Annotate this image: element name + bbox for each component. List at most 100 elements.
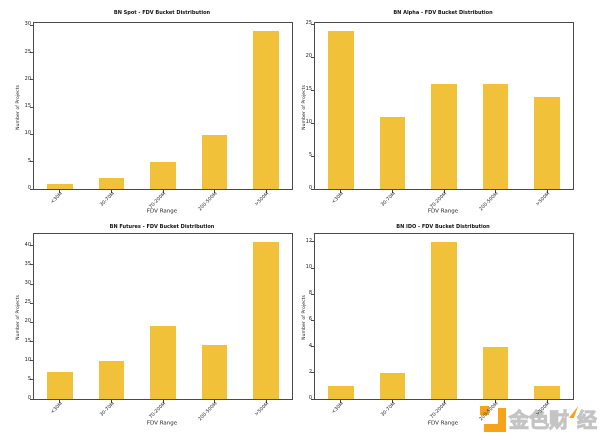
x-tick — [162, 190, 164, 193]
x-tick — [110, 190, 112, 193]
bar-200-500M — [482, 346, 509, 399]
x-tick-label: >500M — [534, 191, 551, 207]
plot-area: <30M 30-70M 70-200M 200-500M >500M — [30, 233, 293, 422]
y-tick-label: 8 — [308, 289, 312, 296]
y-tick-label: 25 — [24, 298, 31, 305]
x-tick-label: 200-500M — [478, 401, 500, 422]
y-tick-label: 15 — [305, 85, 312, 92]
y-tick-label: 20 — [305, 53, 312, 59]
watermark-text-main: 金色财 — [509, 408, 570, 433]
x-tick-label: 70-200M — [429, 191, 448, 210]
x-tick-label: >500M — [253, 401, 270, 417]
y-tick-label: 5 — [27, 157, 31, 163]
x-tick — [162, 400, 164, 403]
x-axis-label: FDV Range — [146, 208, 178, 215]
logo-bracket-right — [498, 408, 506, 432]
x-tick-label: 70-200M — [148, 401, 167, 420]
y-tick-label: 2 — [308, 368, 312, 375]
x-tick-label: <30M — [49, 401, 64, 415]
y-tick — [311, 267, 314, 269]
y-tick — [30, 24, 33, 26]
y-tick — [311, 122, 314, 124]
watermark-text-tail: 经 — [577, 408, 598, 433]
bar->500M — [534, 385, 561, 399]
y-tick-label: 0 — [27, 394, 31, 401]
x-tick — [265, 400, 267, 403]
x-tick-label: 200-500M — [197, 401, 219, 422]
logo-bracket-bottom — [484, 424, 506, 432]
x-tick-label: 30-70M — [98, 401, 116, 418]
x-tick-label: 30-70M — [379, 191, 397, 208]
y-tick — [311, 241, 314, 243]
x-tick-label: <30M — [330, 401, 345, 415]
y-tick-label: 30 — [24, 279, 31, 286]
y-tick-label: 25 — [305, 20, 312, 26]
y-tick — [30, 106, 33, 108]
x-tick-label: 30-70M — [379, 401, 397, 418]
y-tick — [30, 360, 33, 362]
y-tick-label: 30 — [24, 21, 31, 27]
bar-<30M — [46, 183, 73, 189]
y-tick-label: 0 — [27, 184, 31, 191]
bar->500M — [253, 241, 280, 399]
x-tick — [110, 400, 112, 403]
y-tick — [30, 52, 33, 54]
jinse-finance-watermark: 金色财经 — [479, 404, 598, 433]
y-tick — [311, 346, 314, 348]
y-tick — [311, 188, 314, 190]
x-tick — [546, 190, 548, 193]
y-tick — [311, 293, 314, 295]
y-tick — [311, 56, 314, 58]
bar-<30M — [327, 30, 354, 189]
y-tick — [30, 302, 33, 304]
y-tick-label: 12 — [305, 237, 312, 244]
x-tick-label: >500M — [534, 401, 551, 417]
y-tick-label: 15 — [24, 337, 31, 343]
bar-200-500M — [482, 83, 509, 189]
x-tick — [214, 190, 216, 193]
y-tick-label: 40 — [24, 241, 31, 247]
x-tick — [495, 400, 497, 403]
bar-<30M — [46, 372, 73, 399]
y-tick-label: 4 — [308, 342, 312, 348]
y-tick-label: 10 — [305, 118, 312, 125]
y-tick-label: 0 — [308, 184, 312, 191]
chart-3: BN IDO - FDV Bucket Distribution Number o… — [300, 220, 600, 440]
y-tick — [30, 264, 33, 266]
y-tick — [30, 341, 33, 342]
y-tick — [311, 155, 314, 157]
y-tick — [30, 321, 33, 323]
y-tick-label: 6 — [308, 316, 312, 322]
x-tick — [265, 190, 267, 193]
plot-area: <30M 30-70M 70-200M 200-500M >500M — [311, 233, 574, 422]
y-tick — [311, 23, 314, 25]
y-tick — [30, 398, 33, 400]
x-tick — [391, 190, 393, 193]
y-tick-label: 20 — [24, 318, 31, 324]
x-axis-label: FDV Range — [146, 420, 178, 427]
y-tick — [30, 133, 33, 135]
x-tick-label: <30M — [330, 191, 345, 205]
x-axis-label: FDV Range — [427, 208, 459, 215]
x-tick-label: 30-70M — [98, 191, 116, 208]
bar-30-70M — [98, 178, 125, 189]
y-tick-label: 15 — [24, 102, 31, 109]
y-tick — [30, 379, 33, 381]
y-tick-label: 20 — [24, 75, 31, 82]
bar-70-200M — [150, 326, 176, 399]
x-tick — [495, 190, 497, 193]
y-tick — [311, 89, 314, 91]
y-tick-label: 5 — [27, 375, 31, 382]
x-tick — [443, 190, 445, 193]
y-tick — [311, 319, 314, 321]
x-tick — [443, 400, 445, 403]
y-tick-label: 0 — [308, 394, 312, 401]
x-tick — [59, 400, 61, 403]
jinse-finance-logo-icon — [479, 405, 506, 432]
x-tick — [340, 400, 342, 403]
bar-200-500M — [201, 134, 228, 189]
x-tick-label: 70-200M — [148, 191, 167, 210]
chart-title: BN Futures - FDV Bucket Distribution — [109, 224, 215, 230]
chart-title: BN Spot - FDV Bucket Distribution — [113, 10, 211, 16]
x-tick-label: 70-200M — [429, 401, 448, 420]
